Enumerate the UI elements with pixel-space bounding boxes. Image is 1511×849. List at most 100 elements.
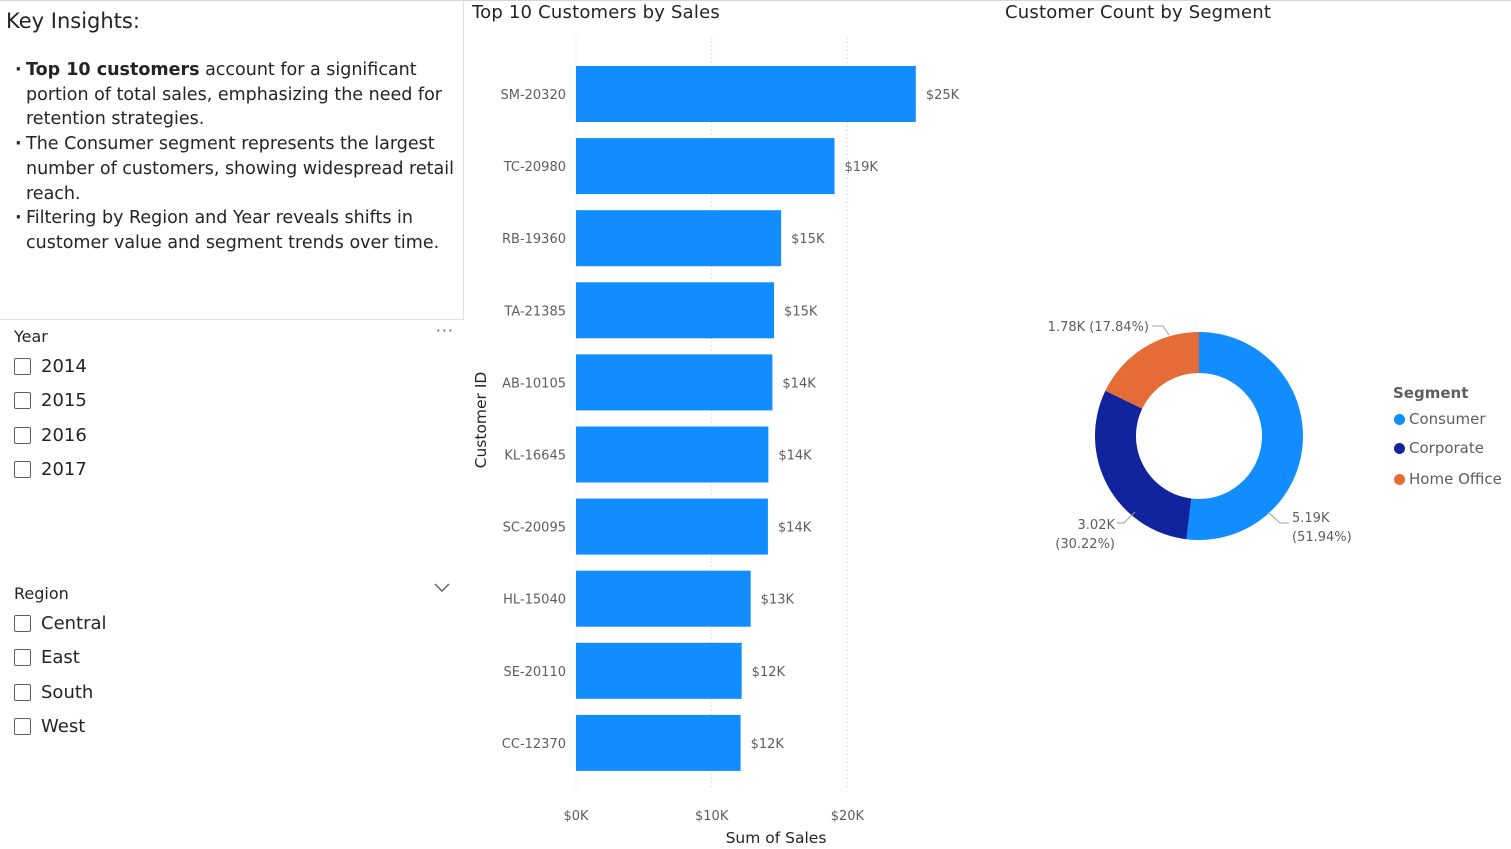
insight-item: The Consumer segment represents the larg… bbox=[15, 132, 461, 206]
data-label: $12K bbox=[752, 665, 786, 680]
year-option-2017[interactable]: 2017 bbox=[14, 459, 87, 480]
x-axis-title: Sum of Sales bbox=[726, 829, 827, 847]
category-label: TA-21385 bbox=[503, 304, 566, 319]
bar[interactable] bbox=[576, 138, 835, 195]
checkbox-icon[interactable] bbox=[14, 427, 31, 444]
checkbox-icon[interactable] bbox=[14, 684, 31, 701]
bar[interactable] bbox=[576, 642, 742, 699]
checkbox-icon[interactable] bbox=[14, 615, 31, 632]
insight-item: Top 10 customers account for a significa… bbox=[15, 58, 461, 132]
donut-data-label: 3.02K bbox=[1078, 518, 1116, 533]
category-label: SC-20095 bbox=[503, 521, 566, 536]
insights-list: Top 10 customers account for a significa… bbox=[15, 58, 461, 256]
category-label: HL-15040 bbox=[503, 593, 566, 608]
donut-data-label: 1.78K (17.84%) bbox=[1048, 320, 1149, 335]
top-border bbox=[0, 0, 1511, 1]
data-label: $19K bbox=[845, 160, 879, 175]
legend-dot-icon bbox=[1394, 442, 1405, 454]
legend-title: Segment bbox=[1393, 384, 1469, 402]
year-slicer-title: Year bbox=[14, 327, 48, 346]
data-label: $15K bbox=[784, 304, 818, 319]
bar-chart: SM-20320 TC-20980 RB-19360 TA-21385 AB-10105… bbox=[472, 38, 960, 847]
region-option-label: East bbox=[41, 647, 80, 668]
year-slicer: Year ··· 2014 2015 2016 2017 bbox=[14, 321, 454, 480]
insight-text: account for a significant portion of tot… bbox=[26, 60, 442, 130]
insight-text: Filtering by Region and Year reveals shi… bbox=[26, 208, 440, 253]
year-option-label: 2016 bbox=[41, 425, 87, 446]
region-option-east[interactable]: East bbox=[14, 647, 80, 668]
region-slicer: Region Central East South West bbox=[14, 583, 454, 737]
legend-item-home-office[interactable]: Home Office bbox=[1394, 470, 1502, 488]
checkbox-icon[interactable] bbox=[14, 649, 31, 666]
legend-dot-icon bbox=[1394, 473, 1405, 485]
category-label: KL-16645 bbox=[504, 449, 566, 464]
checkbox-icon[interactable] bbox=[14, 392, 31, 409]
checkbox-icon[interactable] bbox=[14, 718, 31, 735]
category-label: RB-19360 bbox=[502, 232, 566, 247]
year-option-2015[interactable]: 2015 bbox=[14, 390, 87, 411]
legend-label: Consumer bbox=[1409, 410, 1486, 428]
category-label: SM-20320 bbox=[500, 88, 566, 103]
region-option-west[interactable]: West bbox=[14, 716, 85, 737]
category-label: TC-20980 bbox=[503, 160, 566, 175]
year-option-2014[interactable]: 2014 bbox=[14, 356, 87, 377]
bar[interactable] bbox=[576, 498, 768, 555]
donut-slice-consumer[interactable] bbox=[1186, 332, 1303, 540]
region-slicer-title: Region bbox=[14, 584, 69, 603]
region-option-south[interactable]: South bbox=[14, 682, 93, 703]
bar[interactable] bbox=[576, 66, 916, 122]
region-option-label: Central bbox=[41, 613, 107, 634]
insights-title: Key Insights: bbox=[6, 9, 140, 33]
legend-item-corporate[interactable]: Corporate bbox=[1394, 439, 1484, 457]
chevron-down-icon[interactable] bbox=[434, 583, 450, 593]
region-option-label: West bbox=[41, 716, 86, 737]
legend-label: Home Office bbox=[1409, 470, 1502, 488]
legend-item-consumer[interactable]: Consumer bbox=[1394, 410, 1486, 428]
donut-chart: 5.19K (51.94%) 3.02K (30.22%) 1.78K (17.84%) bbox=[1048, 320, 1352, 552]
year-option-label: 2014 bbox=[41, 356, 87, 377]
data-label: $14K bbox=[778, 521, 812, 536]
data-label: $13K bbox=[761, 593, 795, 608]
region-option-label: South bbox=[41, 682, 94, 703]
data-label: $14K bbox=[782, 376, 816, 391]
bar[interactable] bbox=[576, 426, 769, 483]
checkbox-icon[interactable] bbox=[14, 358, 31, 375]
x-tick-label: $20K bbox=[831, 809, 865, 824]
region-option-central[interactable]: Central bbox=[14, 613, 107, 634]
category-label: CC-12370 bbox=[502, 737, 566, 752]
donut-chart-title: Customer Count by Segment bbox=[1005, 2, 1272, 23]
data-label: $25K bbox=[926, 88, 960, 103]
legend-label: Corporate bbox=[1409, 439, 1484, 457]
insight-text: The Consumer segment represents the larg… bbox=[26, 134, 454, 204]
x-tick-label: $10K bbox=[695, 809, 729, 824]
donut-data-label: 5.19K bbox=[1292, 511, 1330, 526]
bar-chart-title: Top 10 Customers by Sales bbox=[472, 2, 720, 23]
data-label: $14K bbox=[778, 449, 812, 464]
category-label: AB-10105 bbox=[502, 376, 566, 391]
donut-percent-label: (51.94%) bbox=[1292, 530, 1352, 545]
bar[interactable] bbox=[576, 354, 773, 411]
category-label: SE-20110 bbox=[503, 665, 566, 680]
bar[interactable] bbox=[576, 210, 782, 267]
bar[interactable] bbox=[576, 570, 751, 627]
key-insights-panel: Key Insights: Top 10 customers account f… bbox=[0, 0, 464, 320]
more-options-icon[interactable]: ··· bbox=[435, 321, 454, 340]
year-option-label: 2015 bbox=[41, 390, 87, 411]
data-label: $15K bbox=[791, 232, 825, 247]
year-option-2016[interactable]: 2016 bbox=[14, 425, 87, 446]
insight-bold-text: Top 10 customers bbox=[26, 60, 200, 80]
year-option-label: 2017 bbox=[41, 459, 87, 480]
leader-line bbox=[1152, 325, 1170, 336]
donut-slice-home-office[interactable] bbox=[1105, 332, 1199, 409]
donut-slice-corporate[interactable] bbox=[1095, 390, 1192, 540]
data-label: $12K bbox=[751, 737, 785, 752]
x-tick-label: $0K bbox=[563, 809, 589, 824]
y-axis-title: Customer ID bbox=[472, 372, 490, 469]
leader-line bbox=[1267, 511, 1289, 524]
bar[interactable] bbox=[576, 282, 775, 339]
legend-dot-icon bbox=[1394, 413, 1405, 425]
donut-percent-label: (30.22%) bbox=[1055, 537, 1115, 552]
leader-line bbox=[1117, 511, 1136, 524]
bar[interactable] bbox=[576, 714, 741, 771]
checkbox-icon[interactable] bbox=[14, 461, 31, 478]
